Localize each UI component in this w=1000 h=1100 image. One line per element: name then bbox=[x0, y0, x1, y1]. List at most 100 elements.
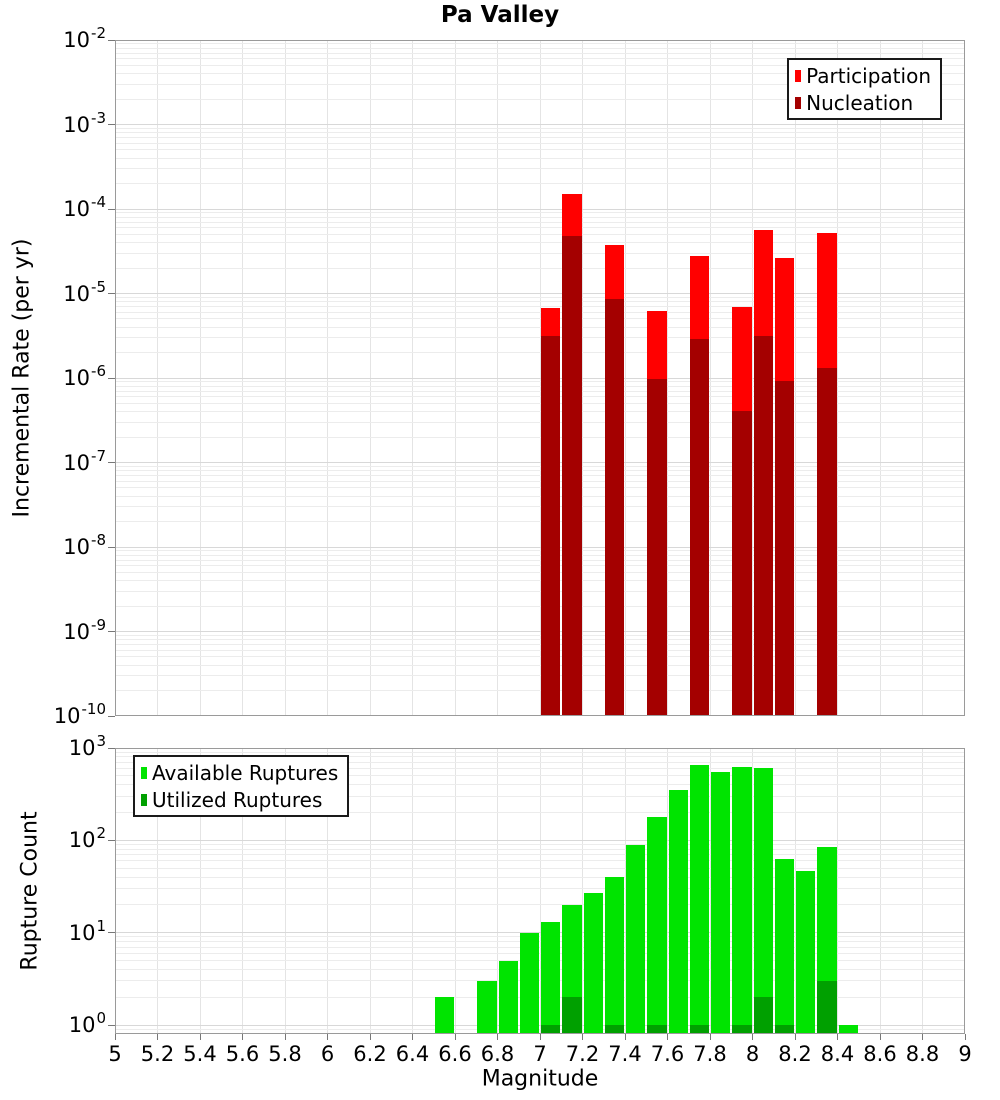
x-tick-label: 6.6 bbox=[438, 1042, 472, 1066]
x-tick-mark bbox=[879, 1034, 881, 1040]
gridline-horizontal bbox=[115, 888, 965, 890]
gridline-horizontal bbox=[115, 208, 965, 210]
y-tick-exponent: -3 bbox=[91, 108, 106, 127]
y-tick-mark bbox=[108, 293, 115, 294]
y-tick-mark bbox=[108, 208, 115, 210]
legend-label: Participation bbox=[806, 63, 931, 88]
y-tick-base: 10 bbox=[63, 366, 91, 390]
gridline-horizontal bbox=[115, 293, 965, 294]
magnitude-axis-title: Magnitude bbox=[481, 1066, 599, 1092]
gridline-vertical bbox=[199, 748, 201, 1034]
gridline-horizontal bbox=[115, 385, 965, 387]
x-tick-label: 7.4 bbox=[608, 1042, 642, 1066]
gridline-horizontal bbox=[115, 844, 965, 846]
y-tick-label: 10-9 bbox=[16, 616, 106, 646]
gridline-horizontal bbox=[115, 876, 965, 878]
bar-nucleation bbox=[732, 410, 752, 716]
x-tick-mark bbox=[369, 1034, 371, 1040]
bar-available bbox=[711, 771, 731, 1034]
x-tick-mark bbox=[199, 1034, 201, 1040]
x-tick-label: 5 bbox=[108, 1042, 122, 1066]
x-tick-label: 6.2 bbox=[353, 1042, 387, 1066]
y-tick-base: 10 bbox=[68, 920, 96, 945]
legend: Participation Nucleation bbox=[787, 58, 942, 120]
x-tick-label: 5.6 bbox=[225, 1042, 260, 1066]
x-tick-mark bbox=[412, 1034, 413, 1040]
gridline-horizontal bbox=[115, 1024, 965, 1026]
gridline-horizontal bbox=[115, 127, 965, 129]
x-tick-mark bbox=[114, 1034, 116, 1040]
legend-swatch-icon bbox=[141, 793, 147, 806]
gridline-horizontal bbox=[115, 639, 965, 641]
y-tick-exponent: -7 bbox=[91, 446, 106, 465]
gridline-horizontal bbox=[115, 390, 965, 392]
x-tick-mark bbox=[284, 1034, 286, 1040]
x-tick-label: 5.8 bbox=[268, 1042, 302, 1066]
gridline-horizontal bbox=[115, 546, 965, 548]
gridline-horizontal bbox=[115, 571, 965, 573]
gridline-horizontal bbox=[115, 559, 965, 561]
y-tick-label: 100 bbox=[16, 1009, 106, 1039]
gridline-horizontal bbox=[115, 326, 965, 328]
y-tick-label: 10-6 bbox=[16, 362, 106, 392]
y-tick-label: 10-4 bbox=[16, 193, 106, 223]
bar-nucleation bbox=[647, 379, 667, 716]
gridline-horizontal bbox=[115, 267, 965, 269]
bar-nucleation bbox=[753, 336, 773, 716]
gridline-horizontal bbox=[115, 649, 965, 651]
x-tick-mark bbox=[837, 1034, 838, 1040]
y-tick-mark bbox=[108, 1024, 115, 1026]
gridline-horizontal bbox=[115, 521, 965, 523]
y-tick-label: 10-7 bbox=[16, 446, 106, 477]
bar-available bbox=[732, 766, 752, 1034]
gridline-horizontal bbox=[115, 767, 965, 769]
bar-available bbox=[753, 767, 773, 1034]
y-tick-mark bbox=[108, 124, 115, 125]
gridline-horizontal bbox=[115, 690, 965, 692]
bar-utilized bbox=[774, 1025, 795, 1034]
gridline-horizontal bbox=[115, 73, 965, 75]
x-tick-mark bbox=[752, 1034, 753, 1040]
x-tick-mark bbox=[539, 1034, 541, 1040]
y-tick-mark bbox=[108, 747, 115, 749]
gridline-horizontal bbox=[115, 839, 965, 841]
x-tick-label: 8.2 bbox=[778, 1042, 812, 1066]
y-tick-mark bbox=[108, 631, 115, 632]
y-tick-label: 10-2 bbox=[16, 24, 106, 54]
bar-utilized bbox=[689, 1025, 710, 1034]
legend-label: Available Ruptures bbox=[152, 760, 339, 785]
gridline-horizontal bbox=[115, 83, 965, 85]
y-tick-base: 10 bbox=[68, 736, 96, 760]
x-tick-mark bbox=[667, 1034, 668, 1040]
gridline-horizontal bbox=[115, 946, 965, 948]
bar-utilized bbox=[604, 1025, 625, 1034]
gridline-horizontal bbox=[115, 941, 965, 943]
gridline-horizontal bbox=[115, 301, 965, 303]
x-tick-label: 7 bbox=[533, 1042, 547, 1066]
gridline-horizontal bbox=[115, 761, 965, 763]
gridline-horizontal bbox=[115, 47, 965, 49]
gridline-vertical bbox=[922, 748, 923, 1034]
y-tick-mark bbox=[108, 715, 115, 717]
x-tick-label: 8 bbox=[745, 1042, 760, 1066]
gridline-horizontal bbox=[115, 436, 965, 438]
legend-label: Utilized Ruptures bbox=[152, 787, 323, 812]
gridline-horizontal bbox=[115, 550, 965, 552]
gridline-horizontal bbox=[115, 590, 965, 592]
y-tick-exponent: -10 bbox=[81, 700, 107, 718]
gridline-horizontal bbox=[115, 656, 965, 658]
bar-available bbox=[541, 922, 561, 1034]
gridline-horizontal bbox=[115, 306, 965, 308]
gridline-horizontal bbox=[115, 960, 965, 961]
chart-title: Pa Valley bbox=[440, 2, 560, 28]
gridline-horizontal bbox=[115, 664, 965, 666]
gridline-horizontal bbox=[115, 904, 965, 906]
legend-swatch-icon bbox=[795, 96, 802, 109]
gridline-horizontal bbox=[115, 411, 965, 413]
gridline-horizontal bbox=[115, 470, 965, 472]
gridline-horizontal bbox=[115, 396, 965, 398]
gridline-horizontal bbox=[115, 52, 965, 54]
gridline-horizontal bbox=[115, 252, 965, 254]
gridline-horizontal bbox=[115, 311, 965, 313]
gridline-horizontal bbox=[115, 462, 965, 463]
